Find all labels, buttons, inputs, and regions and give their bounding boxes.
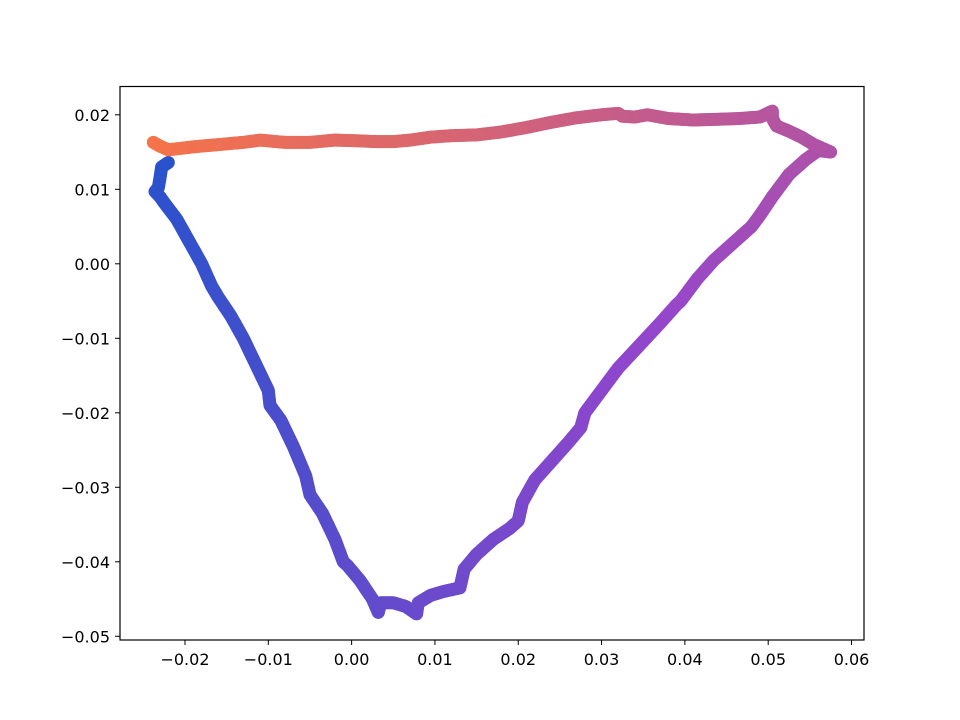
x-axis: −0.02 −0.01 0.00 0.01 0.02 0.03 0.04 0.05 0.06	[160, 640, 869, 669]
x-tick-label: 0.03	[584, 650, 620, 669]
plot-area	[146, 104, 838, 621]
y-tick-label: 0.02	[74, 106, 110, 125]
trajectory-point	[146, 135, 160, 149]
x-tick-label: 0.06	[834, 650, 870, 669]
x-tick-label: 0.00	[334, 650, 370, 669]
axes-frame	[119, 85, 865, 641]
y-axis: 0.02 0.01 0.00 −0.01 −0.02 −0.03 −0.04 −0.05	[61, 106, 120, 646]
y-tick-label: 0.01	[74, 180, 110, 199]
x-tick-label: 0.02	[500, 650, 536, 669]
x-tick-label: 0.04	[667, 650, 703, 669]
y-tick-label: 0.00	[74, 255, 110, 274]
y-tick-label: −0.03	[61, 478, 110, 497]
x-tick-label: −0.01	[244, 650, 293, 669]
y-tick-label: −0.02	[61, 404, 110, 423]
y-tick-label: −0.01	[61, 329, 110, 348]
x-tick-label: 0.01	[417, 650, 453, 669]
y-tick-label: −0.04	[61, 553, 110, 572]
y-tick-label: −0.05	[61, 627, 110, 646]
x-tick-label: −0.02	[160, 650, 209, 669]
x-tick-label: 0.05	[750, 650, 786, 669]
